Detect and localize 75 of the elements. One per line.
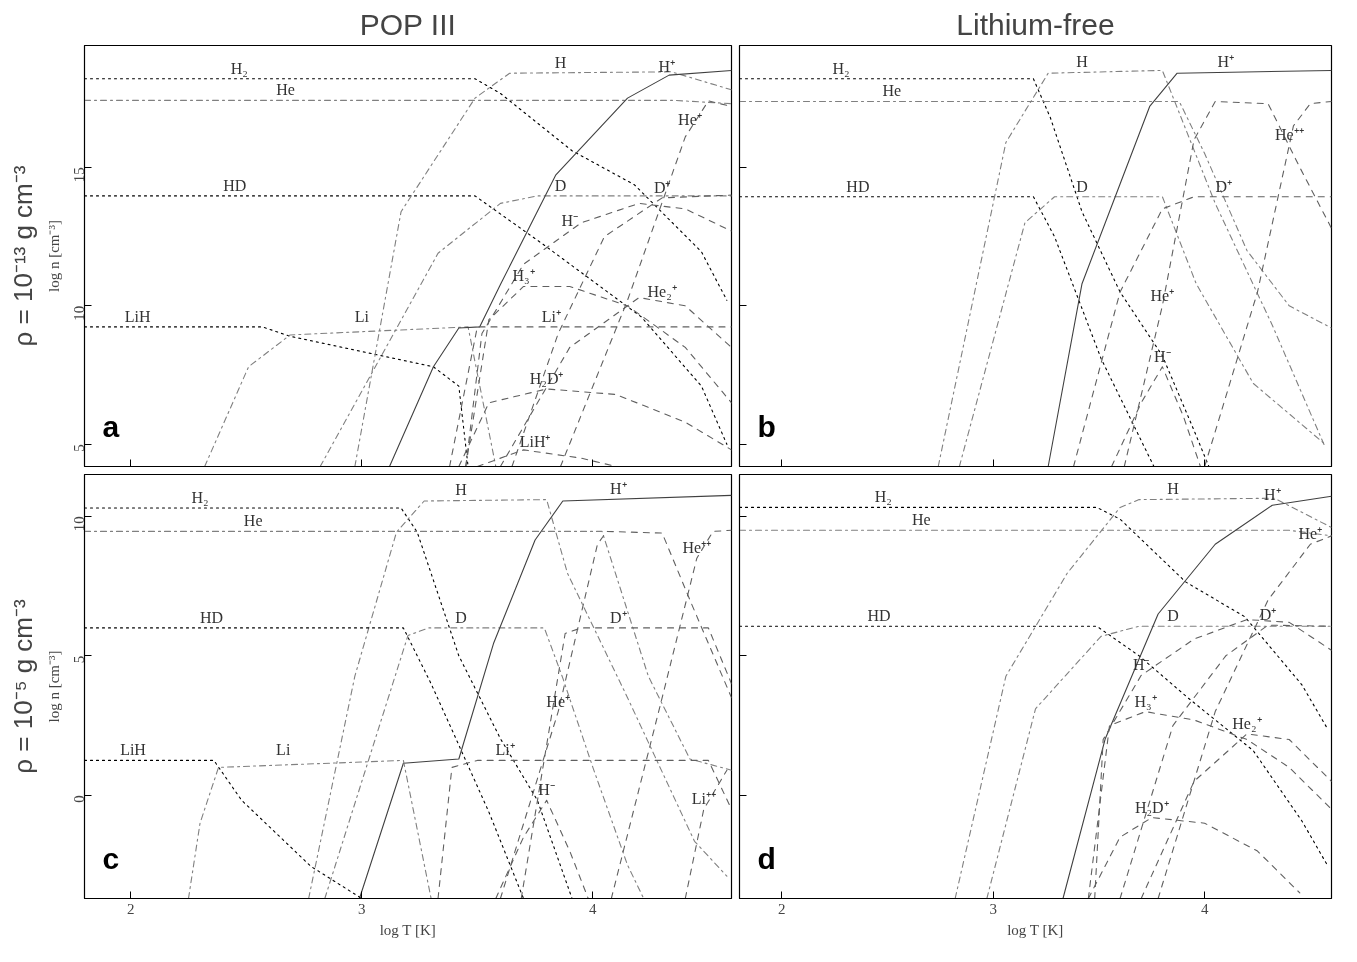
annotation: He xyxy=(243,512,263,530)
x-axis-title: log T [K] xyxy=(379,921,436,938)
annotation: H⁺ xyxy=(658,57,676,75)
annotation: Li xyxy=(276,741,291,759)
annotation: H₂ xyxy=(230,59,248,77)
annotation: H₂ xyxy=(191,488,209,506)
annotation: D xyxy=(455,608,467,626)
annotation: H₃⁺ xyxy=(512,267,535,285)
annotation: H⁻ xyxy=(538,781,555,799)
annotation: D⁺ xyxy=(1259,606,1277,624)
annotation: He xyxy=(882,82,902,100)
annotation: D⁺ xyxy=(653,178,671,196)
annotation: LiH xyxy=(124,307,151,325)
annotation: He⁺ xyxy=(678,110,702,128)
y-tick-label: 15 xyxy=(71,167,88,183)
x-tick-label: 3 xyxy=(989,900,997,917)
annotation: He xyxy=(276,81,295,99)
annotation: H₂ xyxy=(832,59,850,77)
y-tick-label: 0 xyxy=(71,795,88,803)
annotation: Li xyxy=(354,307,370,325)
annotation: H xyxy=(455,481,468,499)
annotation: Li⁺ xyxy=(541,307,561,325)
annotation: b xyxy=(757,409,776,443)
chart-title: Lithium-free xyxy=(956,7,1115,41)
annotation: He⁺ xyxy=(1298,525,1323,543)
x-tick-label: 4 xyxy=(1200,900,1209,917)
text: ρ = 10⁻¹³ g cm⁻³ xyxy=(7,165,38,347)
annotation: H⁻ xyxy=(1154,347,1171,365)
annotation: HD xyxy=(867,607,891,625)
annotation: d xyxy=(757,841,776,875)
annotation: H₂D⁺ xyxy=(529,369,564,387)
x-tick-label: 2 xyxy=(126,900,135,917)
y-axis-title: log n [cm⁻³] xyxy=(45,650,62,723)
annotation: D xyxy=(1167,607,1179,625)
annotation: He⁺⁺ xyxy=(682,539,712,557)
annotation: H⁻ xyxy=(561,212,579,230)
annotation: a xyxy=(102,409,120,443)
annotation: H⁺ xyxy=(1217,53,1235,71)
annotation: H⁺ xyxy=(1264,486,1281,504)
chart-title: POP III xyxy=(359,7,456,41)
annotation: D xyxy=(1076,177,1088,195)
x-tick-label: 2 xyxy=(778,900,786,917)
annotation: H xyxy=(1076,52,1089,70)
annotation: D⁺ xyxy=(610,608,627,626)
annotation: Li⁺⁺ xyxy=(691,790,716,808)
y-tick-label: 5 xyxy=(71,444,88,452)
annotation: H₂D⁺ xyxy=(1134,798,1169,816)
annotation: H₃⁺ xyxy=(1134,692,1157,710)
annotation: HD xyxy=(223,176,247,194)
annotation: H xyxy=(554,53,567,71)
annotation: He⁺ xyxy=(1150,286,1175,304)
annotation: c xyxy=(102,841,120,875)
annotation: He⁺⁺ xyxy=(1274,126,1304,144)
y-tick-label: 10 xyxy=(71,305,88,321)
y-axis-title: log n [cm⁻³] xyxy=(45,220,62,292)
annotation: He₂⁺ xyxy=(1232,714,1262,732)
annotation: H₂ xyxy=(874,488,892,506)
annotation: LiH xyxy=(120,741,147,759)
annotation: D xyxy=(554,176,567,194)
annotation: LiH⁺ xyxy=(519,432,551,450)
y-tick-label: 5 xyxy=(71,655,88,664)
text: ρ = 10⁻⁵ g cm⁻³ xyxy=(7,598,38,774)
annotation: H xyxy=(1167,480,1180,498)
x-tick-label: 3 xyxy=(358,900,366,917)
annotation: He⁺ xyxy=(546,692,571,710)
y-tick-label: 10 xyxy=(71,516,88,532)
x-axis-title: log T [K] xyxy=(1007,921,1064,938)
x-tick-label: 4 xyxy=(589,900,598,917)
annotation: He xyxy=(912,511,931,529)
annotation: HD xyxy=(200,608,224,626)
annotation: HD xyxy=(846,177,870,195)
annotation: Li⁺ xyxy=(495,741,515,759)
annotation: H⁺ xyxy=(610,480,627,498)
annotation: He₂⁺ xyxy=(647,282,677,300)
annotation: D⁺ xyxy=(1215,177,1232,195)
